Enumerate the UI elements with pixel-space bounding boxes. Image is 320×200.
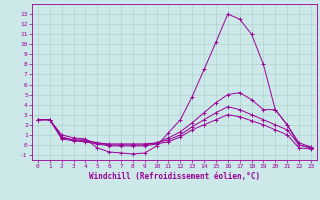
X-axis label: Windchill (Refroidissement éolien,°C): Windchill (Refroidissement éolien,°C) [89, 172, 260, 181]
